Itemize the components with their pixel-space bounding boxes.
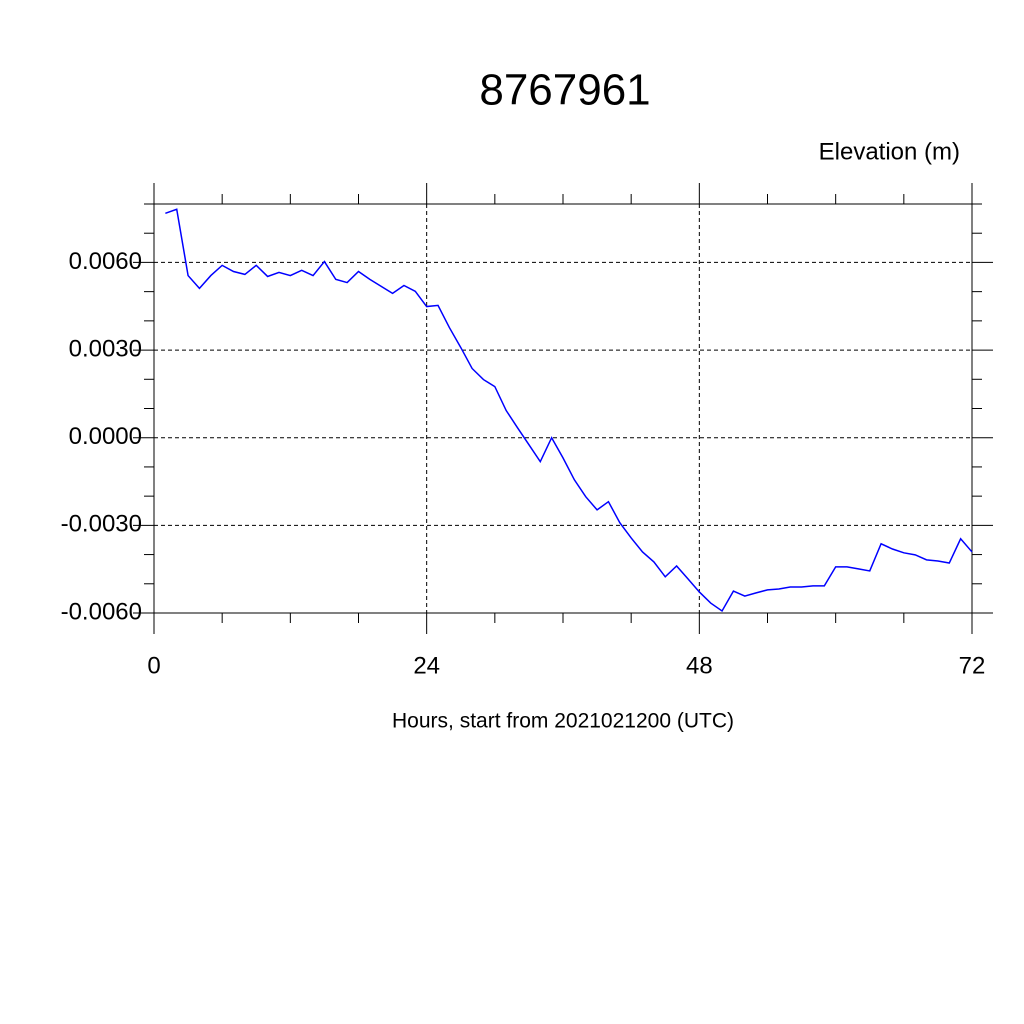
y-tick-label: 0.0000: [69, 423, 142, 450]
y-tick-label: -0.0060: [61, 598, 142, 625]
x-tick-label: 0: [147, 652, 160, 679]
x-tick-label: 48: [686, 652, 713, 679]
x-tick-label: 24: [413, 652, 440, 679]
x-tick-label: 72: [959, 652, 986, 679]
chart-title: 8767961: [479, 66, 650, 115]
data-line: [165, 208, 973, 613]
y-tick-label: -0.0030: [61, 511, 142, 538]
y-tick-label: 0.0060: [69, 248, 142, 275]
x-axis-label: Hours, start from 2021021200 (UTC): [392, 710, 734, 733]
y-axis-label: Elevation (m): [819, 138, 960, 165]
y-tick-label: 0.0030: [69, 335, 142, 362]
